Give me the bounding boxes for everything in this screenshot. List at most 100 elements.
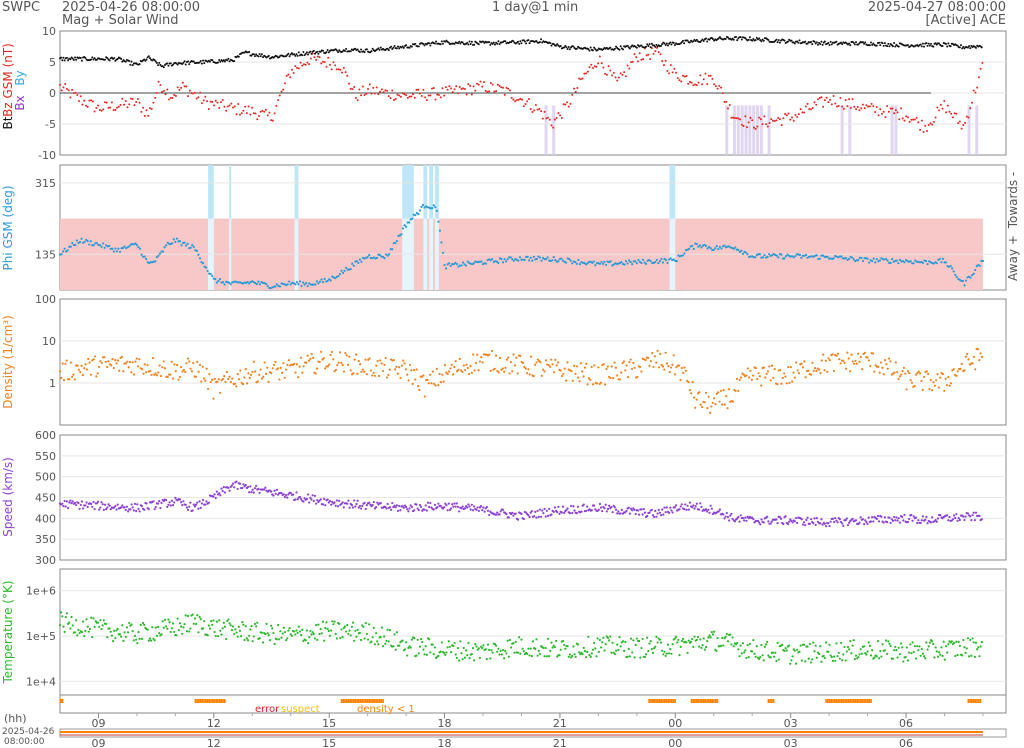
density-flag-mark <box>861 699 864 703</box>
bt-point <box>259 55 262 58</box>
speed-point <box>722 513 725 516</box>
bt-point <box>872 42 875 45</box>
density-flag-mark <box>842 699 845 703</box>
temperature-point <box>774 651 777 654</box>
density-point <box>85 368 89 371</box>
bz-point <box>848 98 851 101</box>
bt-point <box>790 39 793 42</box>
density-point <box>939 376 942 379</box>
bz-point <box>484 89 487 92</box>
temperature-point <box>614 649 618 652</box>
bz-point <box>752 126 755 129</box>
phi-point <box>255 282 258 286</box>
density-point <box>73 378 76 381</box>
bt-point <box>228 60 231 63</box>
temperature-point <box>216 635 220 638</box>
phi-point <box>381 255 385 259</box>
phi-point <box>454 261 457 265</box>
phi-point <box>295 280 298 284</box>
bt-point <box>566 48 569 51</box>
speed-point <box>788 520 791 523</box>
speed-point <box>238 482 242 485</box>
temperature-point <box>141 621 145 625</box>
bt-point <box>208 60 211 63</box>
bz-point <box>193 91 196 94</box>
x-tick-label: 03 <box>784 717 798 730</box>
temperature-point <box>954 654 957 658</box>
temperature-point <box>358 631 362 635</box>
speed-point <box>659 514 663 517</box>
density-point <box>324 367 327 370</box>
bz-point <box>685 75 688 78</box>
bt-point <box>819 42 822 45</box>
bt-axis-label: Bt <box>1 116 15 129</box>
density-point <box>128 360 132 364</box>
bz-point <box>133 104 136 107</box>
phi-point <box>971 273 974 277</box>
density-point <box>842 359 845 362</box>
phi-point <box>777 256 780 259</box>
temperature-point <box>785 649 788 652</box>
bt-point <box>630 45 633 48</box>
temperature-point <box>489 657 492 660</box>
bz-point <box>929 122 932 125</box>
temperature-point <box>693 635 696 638</box>
density-point <box>453 365 456 369</box>
density-flag-mark <box>835 699 838 703</box>
density-point <box>548 365 552 368</box>
temperature-point <box>758 657 761 661</box>
temperature-point <box>139 623 142 626</box>
temperature-point <box>753 652 756 655</box>
speed-point <box>684 503 687 506</box>
temperature-point <box>766 640 769 643</box>
temperature-point <box>549 649 552 652</box>
speed-point <box>695 502 698 505</box>
bz-point <box>790 116 793 119</box>
bt-point <box>343 49 346 52</box>
temperature-point <box>235 631 238 634</box>
density-point <box>65 359 68 362</box>
phi-point <box>228 281 231 284</box>
phi-point <box>391 248 394 251</box>
bz-point <box>197 96 200 99</box>
temperature-point <box>90 616 93 619</box>
bz-point <box>225 109 228 112</box>
bz-point <box>829 98 832 101</box>
bt-point <box>390 45 393 48</box>
speed-point <box>911 519 914 522</box>
density-point <box>114 359 117 362</box>
bz-point <box>72 92 75 95</box>
bt-point <box>640 44 643 47</box>
temperature-point <box>178 622 182 625</box>
density-point <box>536 358 539 361</box>
density-point <box>773 368 776 371</box>
bt-point <box>935 43 938 46</box>
speed-point <box>542 512 545 515</box>
density-flag-mark <box>217 699 219 703</box>
temperature-point <box>250 625 253 628</box>
bt-point <box>322 49 325 52</box>
bt-point <box>121 60 124 63</box>
speed-point <box>935 520 938 523</box>
phi-point <box>452 263 455 266</box>
speed-point <box>417 508 420 512</box>
phi-point <box>935 262 938 265</box>
temperature-point <box>398 644 401 647</box>
speed-point <box>310 498 313 501</box>
bt-point <box>653 44 656 47</box>
bt-point <box>853 43 856 46</box>
density-point <box>481 361 484 364</box>
phi-point <box>961 279 965 283</box>
temperature-point <box>87 630 90 633</box>
bz-point <box>572 87 575 90</box>
temperature-point <box>413 637 416 640</box>
density-point <box>902 366 906 369</box>
phi-point <box>692 247 695 250</box>
phi-point <box>657 262 660 265</box>
density-point <box>866 356 869 359</box>
bt-point <box>930 42 933 45</box>
density-point <box>583 366 587 369</box>
temperature-point <box>917 649 920 652</box>
temperature-point <box>971 637 974 640</box>
phi-point <box>754 256 757 259</box>
